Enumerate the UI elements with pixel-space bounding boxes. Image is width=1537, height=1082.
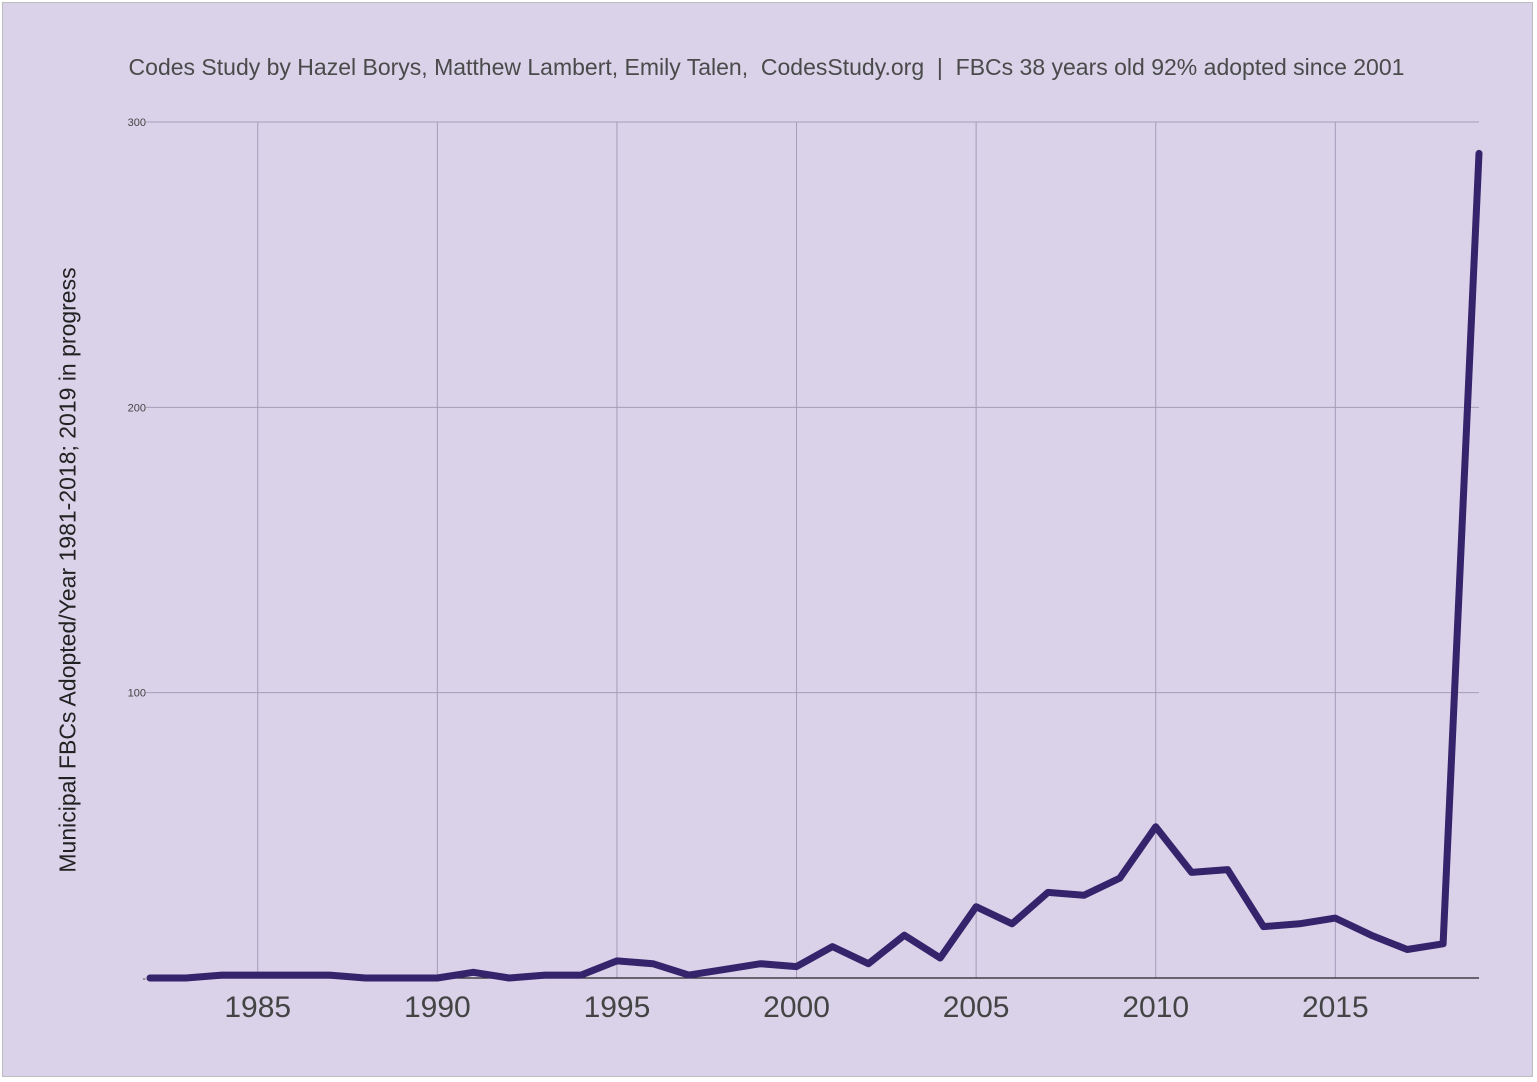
x-tick-label-2005: 2005 [943, 991, 1010, 1024]
data-point-1989 [398, 975, 404, 981]
data-point-2017 [1404, 946, 1410, 952]
x-tick-label-2000: 2000 [763, 991, 830, 1024]
grid-lines [146, 121, 1479, 978]
x-tick-label-1995: 1995 [584, 991, 651, 1024]
data-point-2011 [1189, 869, 1195, 875]
x-tick-label-2010: 2010 [1122, 991, 1189, 1024]
series-layer [146, 149, 1483, 982]
data-point-2002 [865, 961, 871, 967]
data-point-2007 [1045, 889, 1051, 895]
data-point-1997 [686, 972, 692, 978]
x-tick-label-1985: 1985 [224, 991, 291, 1024]
data-point-1993 [542, 972, 548, 978]
y-tick-label-0: - [142, 973, 146, 985]
data-point-1985 [255, 972, 261, 978]
data-point-2001 [829, 944, 835, 950]
data-point-1994 [578, 972, 584, 978]
data-point-2004 [937, 955, 943, 961]
data-point-1983 [183, 975, 189, 981]
y-tick-label-200: 200 [128, 402, 146, 414]
data-point-2013 [1260, 924, 1266, 930]
data-point-1988 [363, 975, 369, 981]
data-point-2003 [901, 932, 907, 938]
data-point-1986 [291, 972, 297, 978]
data-point-2010 [1153, 824, 1159, 830]
x-tick-label-2015: 2015 [1302, 991, 1369, 1024]
data-point-1999 [758, 961, 764, 967]
data-point-2012 [1225, 867, 1231, 873]
data-point-1982 [147, 975, 153, 981]
y-tick-label-100: 100 [128, 688, 146, 700]
data-point-1991 [470, 969, 476, 975]
chart-title: Codes Study by Hazel Borys, Matthew Lamb… [128, 54, 1405, 80]
data-point-2006 [1009, 921, 1015, 927]
y-tick-label-300: 300 [128, 117, 146, 129]
data-point-1987 [327, 972, 333, 978]
data-point-2016 [1368, 932, 1374, 938]
data-point-2005 [973, 904, 979, 910]
data-point-2009 [1117, 875, 1123, 881]
data-point-1996 [650, 961, 656, 967]
data-point-2018 [1440, 941, 1446, 947]
series-line-0 [146, 149, 1483, 982]
data-point-2019 [1476, 150, 1482, 156]
data-point-2015 [1332, 915, 1338, 921]
data-point-2014 [1296, 921, 1302, 927]
data-point-1998 [722, 966, 728, 972]
data-point-2008 [1081, 892, 1087, 898]
data-point-2000 [794, 964, 800, 970]
data-point-1984 [219, 972, 225, 978]
data-point-1990 [434, 975, 440, 981]
tick-labels: - 100 200 300 1985 1990 1995 2000 2005 2010 2015 [128, 117, 1369, 1024]
x-tick-label-1990: 1990 [404, 991, 471, 1024]
data-point-1992 [506, 975, 512, 981]
data-point-1995 [614, 958, 620, 964]
